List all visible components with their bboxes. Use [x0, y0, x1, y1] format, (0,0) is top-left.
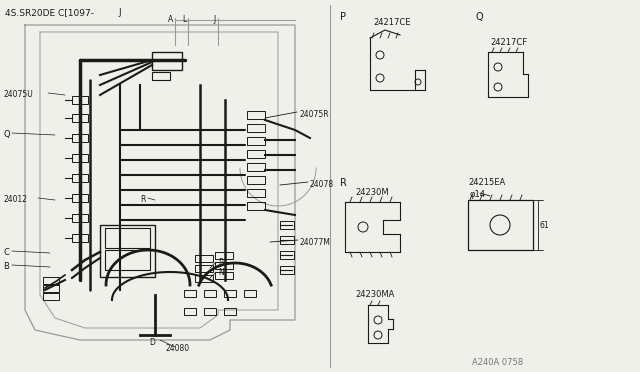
Text: 24075R: 24075R: [300, 110, 330, 119]
Text: 24230MA: 24230MA: [355, 290, 394, 299]
Bar: [43, 285, 59, 292]
Text: 24217CE: 24217CE: [373, 18, 410, 27]
Bar: [72, 194, 88, 202]
Bar: [43, 293, 59, 300]
Text: 4S.SR20DE C[1097-: 4S.SR20DE C[1097-: [5, 8, 94, 17]
Bar: [224, 290, 236, 297]
Bar: [247, 189, 265, 197]
Text: 24077M: 24077M: [300, 238, 331, 247]
Bar: [43, 277, 59, 284]
Bar: [72, 134, 88, 142]
Text: 24078: 24078: [310, 180, 334, 189]
Bar: [72, 114, 88, 122]
Bar: [105, 228, 150, 248]
Text: R: R: [140, 195, 145, 204]
Bar: [468, 200, 533, 250]
Text: B: B: [3, 262, 9, 271]
Bar: [280, 221, 294, 229]
Text: 61: 61: [540, 221, 550, 230]
Bar: [224, 308, 236, 315]
Bar: [247, 137, 265, 145]
Bar: [72, 234, 88, 242]
Bar: [204, 308, 216, 315]
Bar: [184, 308, 196, 315]
Bar: [280, 251, 294, 259]
Text: 24012: 24012: [3, 195, 27, 204]
Bar: [152, 72, 170, 80]
Bar: [215, 272, 233, 279]
Text: J: J: [213, 15, 215, 23]
Text: A: A: [168, 15, 173, 23]
Bar: [215, 262, 233, 269]
Bar: [152, 52, 182, 70]
Bar: [72, 154, 88, 162]
Bar: [204, 290, 216, 297]
Bar: [105, 250, 150, 270]
Bar: [280, 266, 294, 274]
Bar: [184, 290, 196, 297]
Bar: [72, 96, 88, 104]
Text: φ14: φ14: [470, 190, 486, 199]
Text: L: L: [182, 15, 186, 23]
Bar: [280, 236, 294, 244]
Text: Q: Q: [475, 12, 483, 22]
Text: 24215EA: 24215EA: [468, 178, 505, 187]
Bar: [195, 265, 213, 272]
Text: P: P: [340, 12, 346, 22]
Bar: [247, 163, 265, 171]
Text: 24230M: 24230M: [355, 188, 388, 197]
Text: D: D: [149, 338, 155, 347]
Bar: [100, 225, 155, 277]
Text: 24080: 24080: [165, 344, 189, 353]
Text: 24075U: 24075U: [3, 90, 33, 99]
Bar: [195, 275, 213, 282]
Text: A240A 0758: A240A 0758: [472, 358, 523, 367]
Bar: [247, 176, 265, 184]
Bar: [244, 290, 256, 297]
Bar: [247, 111, 265, 119]
Text: C: C: [3, 248, 9, 257]
Bar: [195, 255, 213, 262]
Bar: [247, 150, 265, 158]
Bar: [215, 252, 233, 259]
Bar: [247, 202, 265, 210]
Text: N: N: [218, 268, 224, 277]
Text: R: R: [340, 178, 347, 188]
Bar: [72, 214, 88, 222]
Bar: [72, 174, 88, 182]
Text: Q: Q: [3, 130, 10, 139]
Text: 24217CF: 24217CF: [490, 38, 527, 47]
Text: P: P: [218, 258, 223, 267]
Bar: [247, 124, 265, 132]
Text: J: J: [118, 8, 120, 17]
